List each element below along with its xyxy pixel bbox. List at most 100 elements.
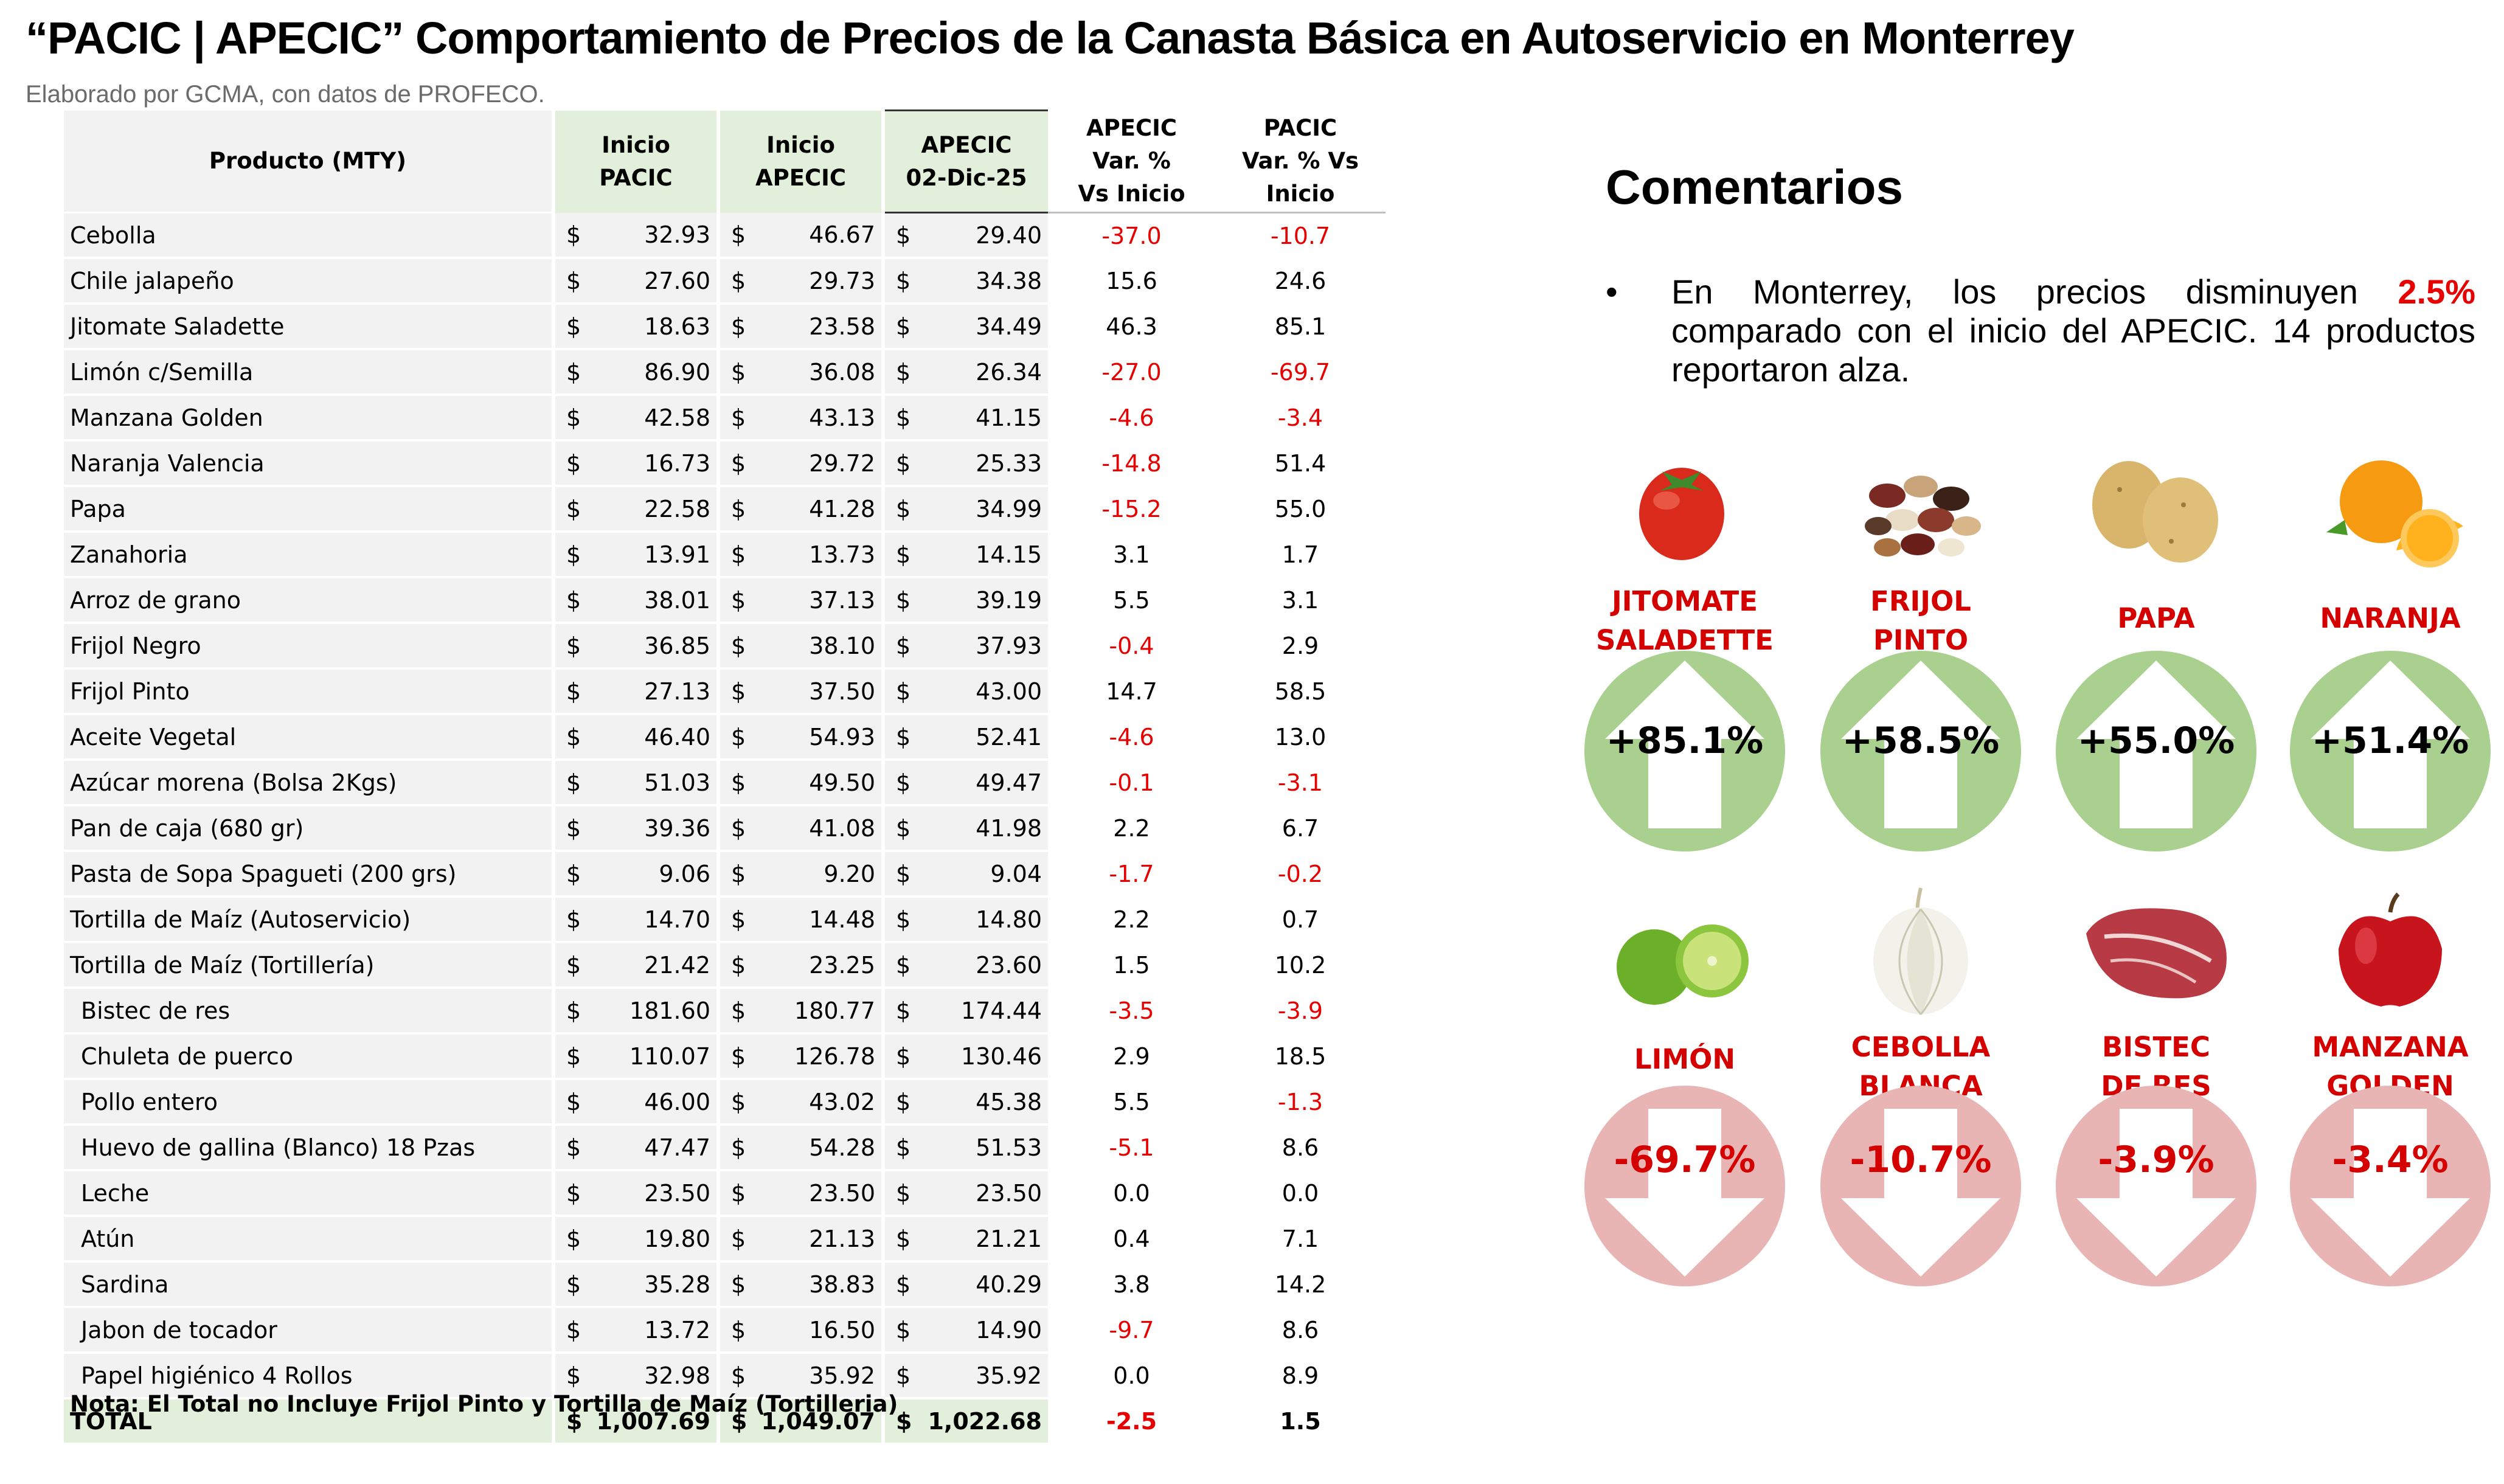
var-apecic: 5.5 bbox=[1113, 1088, 1150, 1115]
price-value: 14.15 bbox=[976, 541, 1042, 568]
var-pacic: 6.7 bbox=[1281, 814, 1319, 842]
header-var-pacic: PACIC Var. % Vs Inicio bbox=[1215, 110, 1386, 213]
product-label: JITOMATE SALADETTE bbox=[1584, 582, 1785, 660]
price-inicio-apecic: $16.50 bbox=[716, 1307, 883, 1354]
price-inicio-pacic: $23.50 bbox=[552, 1170, 718, 1217]
change-percent: +85.1% bbox=[1606, 719, 1764, 762]
price-value: 49.50 bbox=[809, 769, 875, 796]
price-apecic-current: $14.90 bbox=[881, 1307, 1048, 1354]
product-name: Chile jalapeño bbox=[64, 258, 553, 305]
change-percent: +51.4% bbox=[2311, 719, 2469, 762]
price-apecic-current: $41.98 bbox=[881, 805, 1048, 852]
var-apecic: 46.3 bbox=[1106, 313, 1157, 340]
beef-steak-icon bbox=[2086, 908, 2227, 999]
currency-sign: $ bbox=[731, 769, 746, 796]
product-label-line: JITOMATE bbox=[1612, 585, 1758, 617]
comment-text-start: En Monterrey, los precios disminuyen bbox=[1671, 272, 2398, 311]
var-apecic: 15.6 bbox=[1106, 267, 1157, 294]
var-pacic: 8.6 bbox=[1281, 1134, 1319, 1161]
table-row: Papa $22.58 $41.28 $34.99 -15.2 55.0 bbox=[64, 486, 1386, 533]
price-value: 45.38 bbox=[976, 1088, 1042, 1115]
var-apecic: -14.8 bbox=[1101, 449, 1162, 477]
var-pacic: 2.9 bbox=[1281, 632, 1319, 659]
price-apecic-current: $43.00 bbox=[881, 668, 1048, 715]
price-value: 86.90 bbox=[644, 358, 710, 386]
price-inicio-pacic: $19.80 bbox=[552, 1216, 718, 1263]
table-row: Pan de caja (680 gr) $39.36 $41.08 $41.98 2.… bbox=[64, 805, 1386, 852]
var-pacic: 7.1 bbox=[1281, 1225, 1319, 1252]
price-value: 23.58 bbox=[809, 313, 875, 340]
currency-sign: $ bbox=[566, 1134, 581, 1161]
price-value: 46.40 bbox=[644, 723, 710, 751]
price-value: 41.15 bbox=[976, 404, 1042, 431]
currency-sign: $ bbox=[896, 951, 911, 979]
price-value: 21.13 bbox=[809, 1225, 875, 1252]
var-pacic: 3.1 bbox=[1281, 586, 1319, 614]
var-pacic: 55.0 bbox=[1274, 495, 1327, 522]
currency-sign: $ bbox=[566, 678, 581, 705]
price-inicio-pacic: $38.01 bbox=[552, 577, 718, 624]
page-subtitle: Elaborado por GCMA, con datos de PROFECO… bbox=[26, 81, 545, 108]
currency-sign: $ bbox=[731, 1362, 746, 1389]
table-row: Manzana Golden $42.58 $43.13 $41.15 -4.6 -3.4 bbox=[64, 395, 1386, 442]
var-apecic: -0.4 bbox=[1109, 632, 1154, 659]
var-pacic: 14.2 bbox=[1274, 1271, 1327, 1298]
currency-sign: $ bbox=[731, 404, 746, 431]
price-value: 51.53 bbox=[976, 1134, 1042, 1161]
price-inicio-pacic: $14.70 bbox=[552, 896, 718, 943]
price-inicio-apecic: $180.77 bbox=[716, 988, 883, 1035]
table-note: Nota: El Total no Incluye Frijol Pinto y… bbox=[70, 1391, 898, 1417]
var-apecic: -4.6 bbox=[1109, 723, 1154, 751]
currency-sign: $ bbox=[566, 1362, 581, 1389]
price-apecic-current: $41.15 bbox=[881, 395, 1048, 442]
price-value: 13.91 bbox=[644, 541, 710, 568]
product-name: Leche bbox=[64, 1170, 553, 1217]
price-value: 35.92 bbox=[809, 1362, 875, 1389]
price-value: 34.99 bbox=[976, 495, 1042, 522]
price-inicio-pacic: $9.06 bbox=[552, 851, 718, 898]
price-value: 40.29 bbox=[976, 1271, 1042, 1298]
currency-sign: $ bbox=[566, 906, 581, 933]
price-value: 37.93 bbox=[976, 632, 1042, 659]
price-inicio-apecic: $13.73 bbox=[716, 532, 883, 578]
table-row: Leche $23.50 $23.50 $23.50 0.0 0.0 bbox=[64, 1170, 1386, 1217]
product-label-line: LIMÓN bbox=[1634, 1043, 1736, 1075]
price-inicio-pacic: $42.58 bbox=[552, 395, 718, 442]
var-apecic: -37.0 bbox=[1101, 222, 1162, 249]
currency-sign: $ bbox=[566, 1225, 581, 1252]
price-apecic-current: $37.93 bbox=[881, 623, 1048, 670]
highlight-card-increase: FRIJOL PINTO +58.5% bbox=[1820, 429, 2021, 1037]
product-label: PAPA bbox=[2056, 599, 2256, 638]
currency-sign: $ bbox=[731, 1042, 746, 1070]
arrow-up-icon bbox=[1841, 661, 2000, 828]
product-name: Aceite Vegetal bbox=[64, 714, 553, 761]
var-pacic: -69.7 bbox=[1270, 358, 1331, 386]
currency-sign: $ bbox=[896, 769, 911, 796]
var-pacic: 0.7 bbox=[1281, 906, 1319, 933]
price-inicio-apecic: $23.50 bbox=[716, 1170, 883, 1217]
price-value: 38.01 bbox=[644, 586, 710, 614]
arrow-down-icon bbox=[2311, 1109, 2470, 1277]
beans-icon bbox=[1865, 476, 1981, 556]
price-value: 16.50 bbox=[809, 1316, 875, 1344]
price-value: 18.63 bbox=[644, 313, 710, 340]
currency-sign: $ bbox=[566, 404, 581, 431]
price-inicio-apecic: $21.13 bbox=[716, 1216, 883, 1263]
product-name: Azúcar morena (Bolsa 2Kgs) bbox=[64, 760, 553, 806]
currency-sign: $ bbox=[731, 1225, 746, 1252]
var-apecic: 0.4 bbox=[1113, 1225, 1150, 1252]
currency-sign: $ bbox=[566, 1316, 581, 1344]
var-pacic: 85.1 bbox=[1274, 313, 1327, 340]
currency-sign: $ bbox=[566, 951, 581, 979]
product-label-line: NARANJA bbox=[2320, 602, 2461, 634]
currency-sign: $ bbox=[896, 1316, 911, 1344]
price-value: 37.50 bbox=[809, 678, 875, 705]
price-value: 29.40 bbox=[976, 221, 1042, 249]
price-value: 14.90 bbox=[976, 1316, 1042, 1344]
arrow-down-icon bbox=[1841, 1109, 2000, 1277]
price-apecic-current: $49.47 bbox=[881, 760, 1048, 806]
price-value: 52.41 bbox=[976, 723, 1042, 751]
highlight-card-decrease: MANZANAGOLDEN-3.4% bbox=[2290, 876, 2491, 1484]
currency-sign: $ bbox=[566, 1042, 581, 1070]
price-inicio-apecic: $37.13 bbox=[716, 577, 883, 624]
